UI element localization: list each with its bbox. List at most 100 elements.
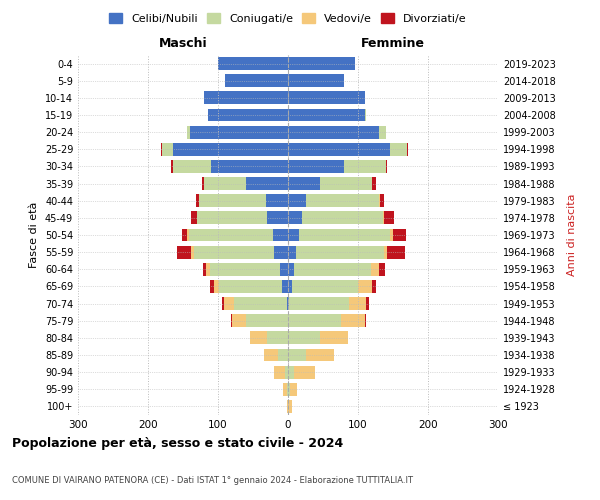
Bar [288,160,344,173]
Bar [225,74,288,87]
Bar [302,212,383,224]
Bar [288,246,296,258]
Y-axis label: Fasce di età: Fasce di età [29,202,39,268]
Bar [358,280,372,293]
Bar [293,263,371,276]
Bar [288,314,341,327]
Bar [230,314,232,327]
Bar [162,143,173,156]
Bar [214,280,220,293]
Bar [178,246,191,258]
Bar [288,348,305,362]
Bar [208,108,288,122]
Bar [274,366,284,378]
Bar [384,246,388,258]
Bar [365,108,367,122]
Bar [288,263,293,276]
Bar [209,263,280,276]
Bar [379,194,380,207]
Bar [288,366,293,378]
Bar [274,246,288,258]
Bar [288,74,344,87]
Bar [367,297,368,310]
Bar [224,297,234,310]
Bar [288,400,292,413]
Bar [288,126,379,138]
Bar [293,366,314,378]
Bar [288,108,365,122]
Bar [206,263,209,276]
Y-axis label: Anni di nascita: Anni di nascita [567,194,577,276]
Bar [204,92,288,104]
Bar [289,297,349,310]
Bar [190,126,288,138]
Bar [380,194,384,207]
Text: Femmine: Femmine [361,37,425,50]
Bar [393,228,406,241]
Bar [296,246,384,258]
Bar [187,228,188,241]
Text: Popolazione per età, sesso e stato civile - 2024: Popolazione per età, sesso e stato civil… [12,437,343,450]
Bar [287,400,288,413]
Bar [288,332,320,344]
Bar [292,280,358,293]
Bar [161,143,162,156]
Bar [383,212,384,224]
Bar [344,160,386,173]
Bar [284,366,288,378]
Bar [341,314,365,327]
Bar [288,57,355,70]
Bar [372,177,376,190]
Bar [267,212,288,224]
Bar [193,246,274,258]
Bar [210,280,214,293]
Bar [320,177,372,190]
Bar [384,212,394,224]
Bar [203,263,206,276]
Bar [320,332,347,344]
Bar [349,297,367,310]
Bar [171,160,173,173]
Bar [288,280,292,293]
Bar [197,212,267,224]
Bar [288,212,302,224]
Bar [290,383,297,396]
Bar [388,246,405,258]
Bar [407,143,409,156]
Bar [220,280,283,293]
Bar [305,348,334,362]
Text: Maschi: Maschi [158,37,208,50]
Bar [267,332,288,344]
Bar [372,280,376,293]
Bar [288,92,365,104]
Bar [234,297,287,310]
Bar [288,177,320,190]
Bar [288,194,305,207]
Bar [266,194,288,207]
Bar [287,297,288,310]
Bar [173,160,211,173]
Bar [182,228,187,241]
Bar [277,348,288,362]
Bar [287,383,288,396]
Bar [191,246,193,258]
Bar [288,228,299,241]
Bar [288,297,289,310]
Bar [389,143,407,156]
Bar [386,160,388,173]
Bar [283,280,288,293]
Bar [283,383,287,396]
Bar [211,160,288,173]
Bar [187,126,190,138]
Bar [232,314,246,327]
Bar [389,228,393,241]
Bar [202,177,204,190]
Bar [221,297,224,310]
Bar [299,228,389,241]
Bar [246,177,288,190]
Bar [191,212,197,224]
Bar [365,314,367,327]
Bar [288,383,290,396]
Bar [218,57,288,70]
Bar [199,194,266,207]
